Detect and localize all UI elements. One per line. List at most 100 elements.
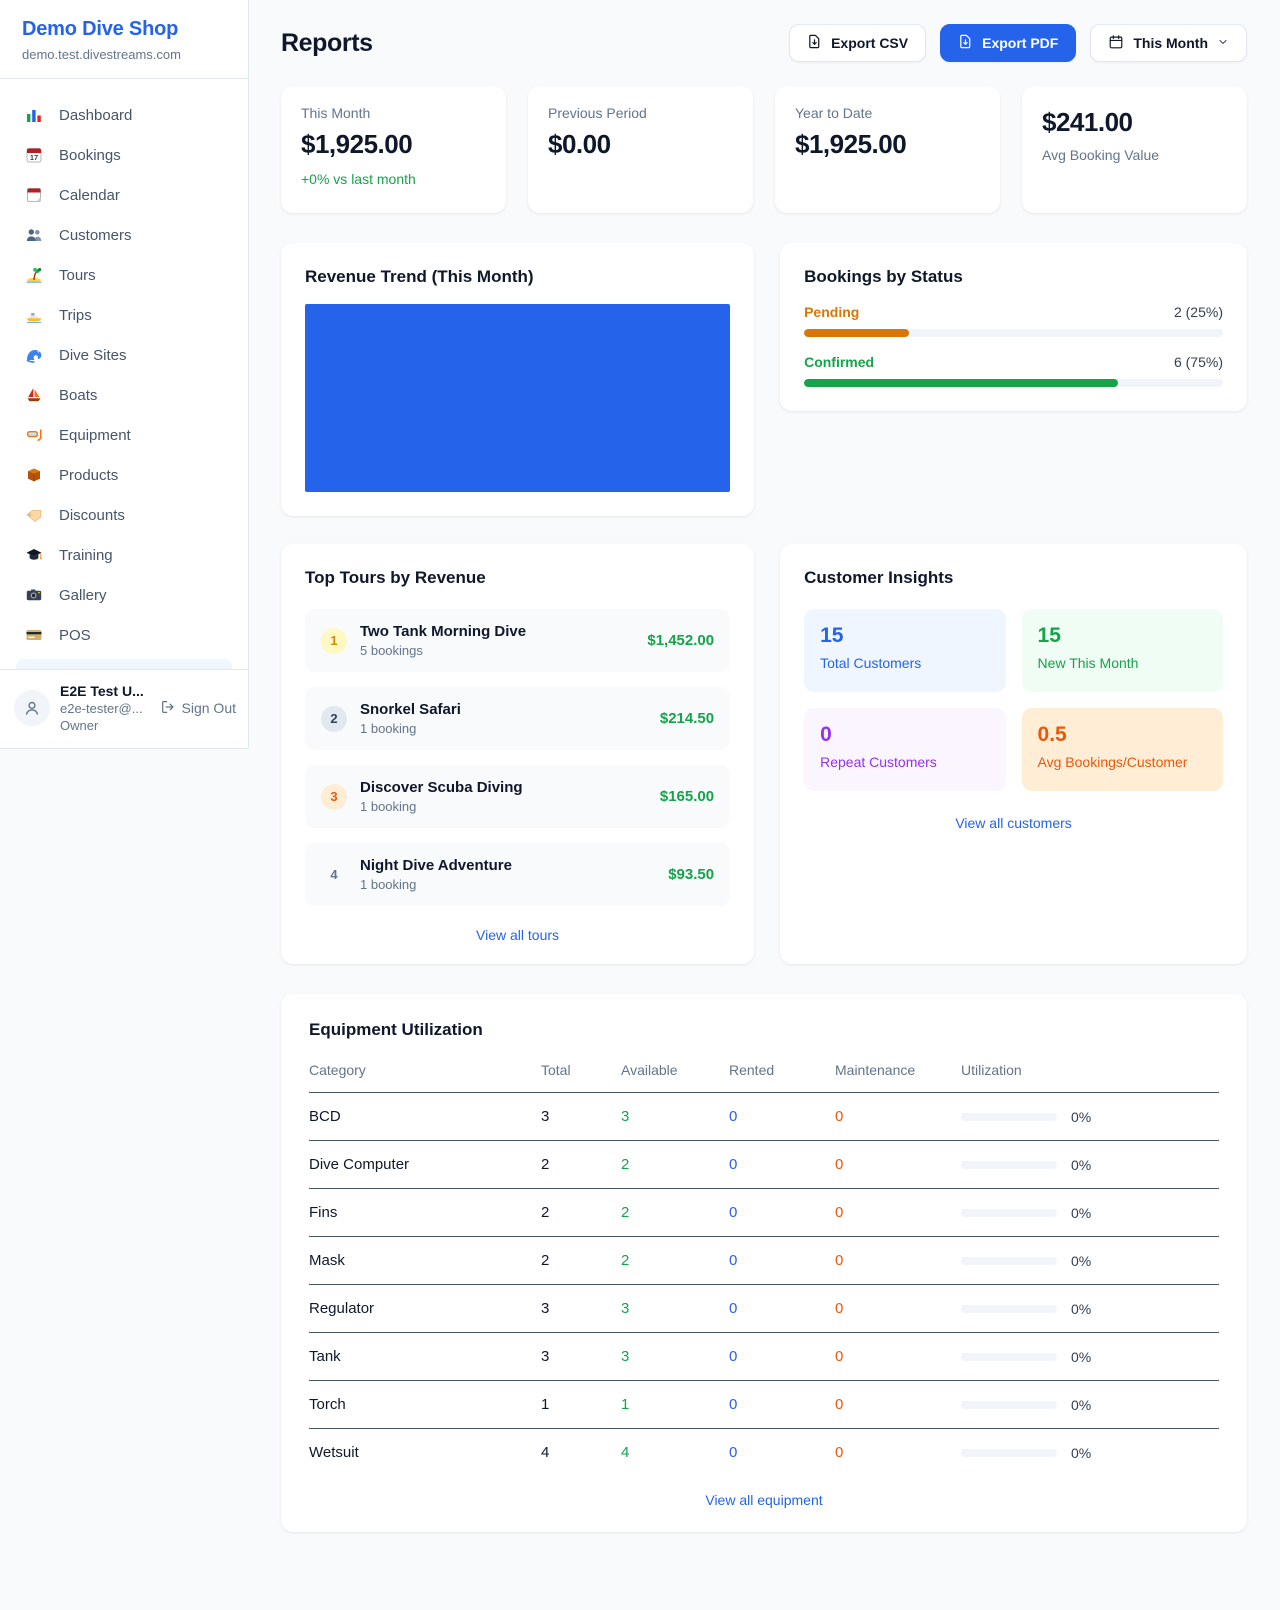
pos-icon (24, 625, 44, 645)
period-dropdown[interactable]: This Month (1090, 24, 1247, 62)
list-item: 1 Two Tank Morning Dive 5 bookings $1,45… (305, 609, 731, 672)
top-tours-card: Top Tours by Revenue 1 Two Tank Morning … (281, 544, 755, 964)
sidebar-item-trips[interactable]: Trips (12, 295, 236, 335)
gallery-icon (24, 585, 44, 605)
insight-tile-new-this-month: 15 New This Month (1021, 609, 1223, 692)
user-meta: E2E Test U... e2e-tester@... Owner (60, 683, 144, 733)
sidebar-item-reports-partial[interactable] (16, 659, 232, 669)
export-csv-button[interactable]: Export CSV (789, 24, 927, 62)
equipment-table: Category Total Available Rented Maintena… (309, 1054, 1219, 1476)
tour-bookings: 1 booking (360, 799, 417, 814)
cell-category: Dive Computer (309, 1140, 541, 1189)
sidebar-item-equipment[interactable]: Equipment (12, 415, 236, 455)
tour-revenue: $214.50 (659, 710, 715, 727)
stat-card-avg-booking-value: $241.00 Avg Booking Value (1022, 86, 1247, 213)
sidebar-nav: Dashboard 17 Bookings Calendar Customers… (0, 79, 248, 669)
sign-out-icon (160, 699, 176, 718)
sidebar-item-dive-sites[interactable]: Dive Sites (12, 335, 236, 375)
equipment-icon (24, 425, 44, 445)
table-row: Tank 3 3 0 0 0% (309, 1332, 1219, 1381)
tour-name: Discover Scuba Diving (360, 779, 523, 796)
stat-delta: +0% vs last month (301, 171, 416, 187)
table-row: Torch 1 1 0 0 0% (309, 1380, 1219, 1429)
sidebar-item-label: Products (59, 466, 119, 484)
cell-rented: 0 (729, 1236, 835, 1285)
view-all-customers-link[interactable]: View all customers (955, 815, 1072, 831)
header-actions: Export CSV Export PDF This Month (789, 24, 1247, 62)
tile-label: New This Month (1037, 655, 1139, 671)
products-icon (24, 465, 44, 485)
cell-category: Regulator (309, 1284, 541, 1333)
revenue-trend-chart (305, 304, 731, 492)
tour-revenue: $165.00 (659, 788, 715, 805)
sidebar-item-discounts[interactable]: Discounts (12, 495, 236, 535)
cell-rented: 0 (729, 1332, 835, 1381)
equipment-utilization-card: Equipment Utilization Category Total Ava… (281, 994, 1247, 1532)
cell-rented: 0 (729, 1380, 835, 1429)
insight-tile-total-customers: 15 Total Customers (804, 609, 1006, 692)
sidebar-item-calendar[interactable]: Calendar (12, 175, 236, 215)
export-csv-label: Export CSV (831, 35, 909, 51)
insight-tiles: 15 Total Customers 15 New This Month 0 R… (804, 609, 1223, 791)
sign-out-button[interactable]: Sign Out (160, 699, 238, 718)
export-pdf-label: Export PDF (982, 35, 1059, 51)
status-row-confirmed: Confirmed 6 (75%) (804, 354, 1223, 387)
tour-revenue: $1,452.00 (647, 632, 715, 649)
cell-category: Torch (309, 1380, 541, 1429)
table-header-row: Category Total Available Rented Maintena… (309, 1054, 1219, 1093)
sign-out-label: Sign Out (181, 700, 236, 716)
cell-maintenance: 0 (835, 1380, 961, 1429)
sidebar-item-gallery[interactable]: Gallery (12, 575, 236, 615)
user-role: Owner (60, 718, 99, 733)
user-name: E2E Test U... (60, 683, 144, 699)
view-all-tours-link[interactable]: View all tours (476, 927, 560, 943)
cell-rented: 0 (729, 1444, 738, 1461)
sidebar-item-training[interactable]: Training (12, 535, 236, 575)
column-header: Available (621, 1054, 729, 1093)
table-row: BCD 3 3 0 0 0% (309, 1092, 1219, 1141)
cell-total: 2 (541, 1236, 621, 1285)
utilization-track (961, 1256, 1057, 1265)
sidebar-item-products[interactable]: Products (12, 455, 236, 495)
sidebar-item-tours[interactable]: Tours (12, 255, 236, 295)
table-row: Mask 2 2 0 0 0% (309, 1236, 1219, 1285)
cell-rented: 0 (729, 1140, 835, 1189)
cell-category: Mask (309, 1236, 541, 1285)
cell-total: 1 (541, 1380, 621, 1429)
sidebar-item-label: Equipment (59, 426, 131, 444)
cell-maintenance: 0 (835, 1140, 961, 1189)
sidebar-item-customers[interactable]: Customers (12, 215, 236, 255)
bookings-status-title: Bookings by Status (804, 267, 963, 286)
progress-fill (804, 379, 1119, 387)
export-pdf-button[interactable]: Export PDF (940, 24, 1077, 62)
calendar-outline-icon (1108, 34, 1124, 53)
column-header: Category (309, 1054, 541, 1093)
view-all-equipment-link[interactable]: View all equipment (705, 1492, 823, 1508)
utilization-percent: 0% (1071, 1300, 1092, 1317)
sidebar-item-label: Training (59, 546, 113, 564)
sidebar-item-bookings[interactable]: 17 Bookings (12, 135, 236, 175)
cell-category: Fins (309, 1188, 541, 1237)
cell-rented: 0 (729, 1188, 835, 1237)
utilization-percent: 0% (1071, 1156, 1092, 1173)
tours-icon (24, 265, 44, 285)
cell-available: 3 (621, 1332, 729, 1381)
chevron-down-icon (1217, 35, 1229, 51)
column-header: Utilization (961, 1054, 1219, 1093)
sidebar-item-label: Customers (59, 226, 132, 244)
column-header: Maintenance (835, 1054, 961, 1093)
insight-tile-repeat-customers: 0 Repeat Customers (804, 708, 1006, 791)
table-row: Dive Computer 2 2 0 0 0% (309, 1140, 1219, 1189)
utilization-percent: 0% (1071, 1252, 1092, 1269)
tile-label: Avg Bookings/Customer (1037, 754, 1188, 770)
utilization-percent: 0% (1071, 1348, 1092, 1365)
sidebar-item-label: Boats (59, 386, 98, 404)
insights-row: Top Tours by Revenue 1 Two Tank Morning … (281, 544, 1247, 964)
stat-card-previous-period: Previous Period $0.00 (528, 86, 753, 213)
sidebar-item-boats[interactable]: Boats (12, 375, 236, 415)
tour-name: Two Tank Morning Dive (360, 623, 527, 640)
status-count: 2 (25%) (1173, 304, 1223, 320)
avatar (14, 690, 50, 726)
sidebar-item-pos[interactable]: POS (12, 615, 236, 655)
sidebar-item-dashboard[interactable]: Dashboard (12, 95, 236, 135)
